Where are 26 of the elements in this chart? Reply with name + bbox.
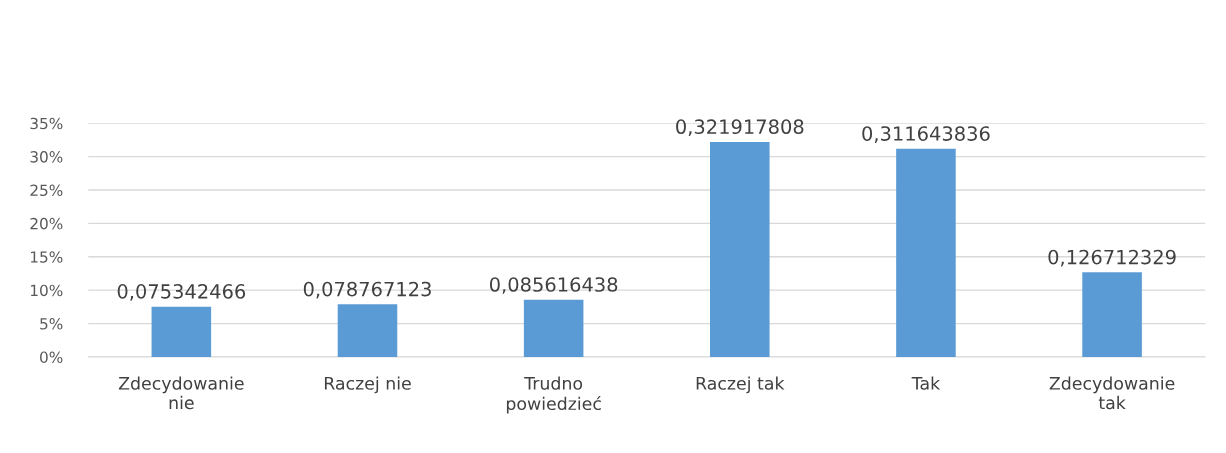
y-tick-label: 15% <box>30 251 63 263</box>
bar <box>151 306 212 357</box>
y-tick-label: 35% <box>30 117 63 130</box>
y-tick-label: 20% <box>30 217 63 230</box>
y-tick-label: 5% <box>40 318 63 330</box>
data-label: 0,321917808 <box>676 119 804 137</box>
bar <box>523 299 584 357</box>
data-label: 0,075342466 <box>117 284 246 301</box>
bar <box>1082 272 1142 357</box>
y-tick-label: 25% <box>30 184 63 197</box>
y-tick-label: 0% <box>40 351 63 363</box>
x-tick-label: Trudno powiedzieć <box>506 376 601 414</box>
x-tick-label: Raczej tak <box>696 376 785 394</box>
data-label: 0,085616438 <box>489 277 618 294</box>
x-tick-label: Raczej nie <box>324 376 411 394</box>
x-tick-label: Tak <box>911 376 941 390</box>
y-tick-label: 30% <box>30 151 63 163</box>
x-tick-label: Zdecydowanie nie <box>118 376 244 410</box>
x-tick-label: Zdecydowanie tak <box>1049 376 1175 410</box>
bar <box>337 304 398 357</box>
data-label: 0,311643836 <box>862 126 990 143</box>
y-tick-label: 10% <box>30 284 63 297</box>
bar <box>896 148 956 357</box>
data-label: 0,126712329 <box>1048 249 1176 267</box>
data-label: 0,078767123 <box>303 281 431 299</box>
bar <box>710 141 770 357</box>
